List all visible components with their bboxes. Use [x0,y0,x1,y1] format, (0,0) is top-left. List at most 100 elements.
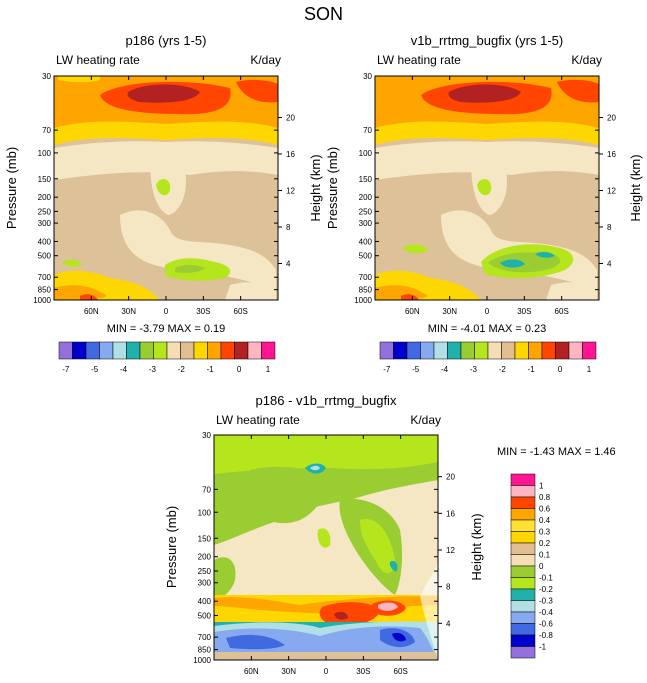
colorbar-swatch [514,341,529,360]
colorbar-swatch [510,623,536,636]
colorbar-label: -0.4 [539,608,553,617]
colorbar-label: -1 [207,365,215,374]
panel-2-title: v1b_rrtmg_bugfix (yrs 1-5) [411,33,563,48]
colorbar-swatch [510,611,536,624]
colorbar-swatch [582,341,597,360]
panel-2-field [375,76,599,300]
colorbar-swatch [460,341,475,360]
panel-1-stats: MIN = -3.79 MAX = 0.19 [107,323,226,335]
panel-2-right-label: K/day [571,53,602,67]
x-tick-label: 30N [442,307,457,316]
x-tick-label: 30S [196,307,210,316]
colorbar-swatch [510,565,536,578]
x-tick-label: 30S [517,307,531,316]
y-tick-label: 1000 [33,296,51,305]
colorbar-label: -1 [528,365,536,374]
colorbar-swatch [99,341,114,360]
y-tick-label: 400 [359,237,373,246]
colorbar-swatch [501,341,516,360]
colorbar-label: 0.4 [539,516,551,525]
colorbar-label: -0.3 [539,597,553,606]
colorbar-label: -5 [91,365,99,374]
y2-tick-label: 16 [286,150,295,159]
y-tick-label: 400 [198,597,212,606]
colorbar-swatch [393,341,408,360]
colorbar-label: -4 [120,365,128,374]
y-tick-label: 400 [38,237,52,246]
y2-tick-label: 12 [607,186,616,195]
panel-3-title: p186 - v1b_rrtmg_bugfix [256,393,397,408]
panel-2-left-label: LW heating rate [377,53,461,67]
colorbar-swatch [510,634,536,647]
colorbar-label: 0 [539,562,544,571]
colorbar-panel-1: -7 -5 -4 -3 -2 -1 0 1 [58,341,276,374]
colorbar-label: 0.3 [539,528,551,537]
y2-tick-label: 12 [286,186,295,195]
colorbar-swatch [126,341,141,360]
y2-tick-label: 8 [607,223,612,232]
y-tick-label: 500 [198,612,212,621]
colorbar-swatch [555,341,570,360]
colorbar-label: -2 [499,365,507,374]
y2-tick-label: 8 [446,583,451,592]
colorbar-swatch [528,341,543,360]
panel-3-y2label: Height (km) [469,513,484,580]
colorbar-label: 0.2 [539,539,551,548]
colorbar-swatch [474,341,489,360]
colorbar-label: 0 [558,365,563,374]
colorbar-swatch [510,554,536,567]
y2-tick-label: 12 [446,546,455,555]
x-tick-label: 60N [244,667,259,676]
colorbar-swatch [139,341,154,360]
panel-1-title: p186 (yrs 1-5) [126,33,207,48]
x-tick-label: 0 [485,307,490,316]
colorbar-swatch [180,341,195,360]
panel-1-y2label: Height (km) [308,154,323,221]
y-tick-label: 700 [198,633,212,642]
colorbar-swatch [541,341,556,360]
colorbar-swatch [510,600,536,613]
y-tick-label: 150 [359,175,373,184]
colorbar-swatch [166,341,181,360]
y2-tick-label: 20 [446,473,455,482]
x-tick-label: 60S [394,667,408,676]
colorbar-label: -7 [62,365,70,374]
colorbar-label: -7 [383,365,391,374]
x-tick-label: 0 [324,667,329,676]
colorbar-swatch [510,588,536,601]
colorbar-label: 0.8 [539,493,551,502]
panel-3-left-label: LW heating rate [216,413,300,427]
x-tick-label: 60S [234,307,248,316]
colorbar-label: 0 [237,365,242,374]
x-tick-label: 0 [164,307,169,316]
colorbar-label: -1 [539,643,547,652]
colorbar-swatch [510,485,536,498]
colorbar-label: 1 [539,482,544,491]
y2-tick-label: 16 [446,509,455,518]
y-tick-label: 850 [38,286,52,295]
y-tick-label: 70 [363,126,372,135]
y-tick-label: 1000 [193,656,211,665]
panel-3-ylabel: Pressure (mb) [164,506,179,588]
x-tick-label: 60N [405,307,420,316]
y-tick-label: 700 [38,273,52,282]
colorbar-label: -0.2 [539,585,553,594]
colorbar-label: -3 [470,365,478,374]
y-tick-label: 30 [42,72,51,81]
y-tick-label: 200 [359,193,373,202]
colorbar-swatch [510,542,536,555]
y-tick-label: 250 [198,567,212,576]
colorbar-swatch [510,646,536,659]
panel-2-ylabel: Pressure (mb) [325,147,340,229]
colorbar-swatch [220,341,235,360]
colorbar-swatch [510,508,536,521]
colorbar-difference: 1 0.8 0.6 0.4 0.3 0.2 0.1 0 -0.1 -0.2 -0.3 -0.4 -0.6… [510,473,553,659]
colorbar-label: -0.6 [539,620,553,629]
colorbar-label: -2 [178,365,186,374]
colorbar-swatch [112,341,127,360]
colorbar-label: 0.1 [539,551,551,560]
colorbar-swatch [510,496,536,509]
colorbar-panel-2: -7 -5 -4 -3 -2 -1 0 1 [379,341,597,374]
colorbar-swatch [193,341,208,360]
